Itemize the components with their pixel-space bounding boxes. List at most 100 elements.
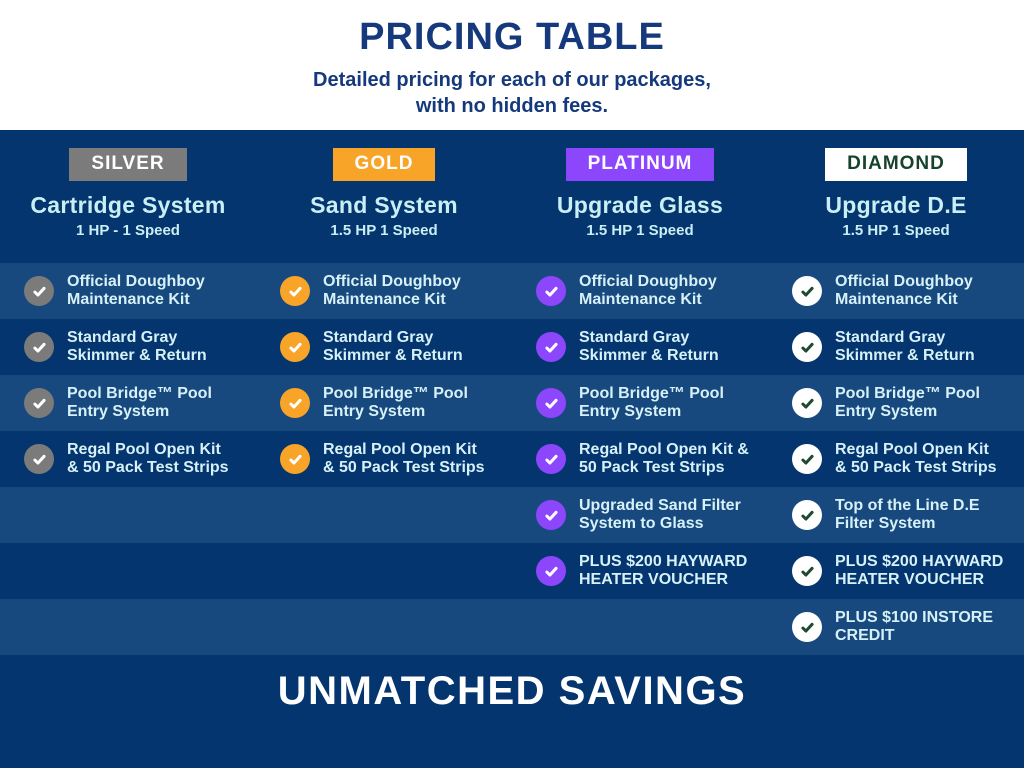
column-title: Upgrade D.E <box>825 191 967 218</box>
empty-cell <box>0 487 256 543</box>
platinum-badge: PLATINUM <box>565 148 715 181</box>
feature-text: Standard Gray Skimmer & Return <box>67 328 207 364</box>
feature-cell: Official Doughboy Maintenance Kit <box>256 263 512 319</box>
feature-text: Standard Gray Skimmer & Return <box>835 328 975 364</box>
check-icon <box>536 388 566 418</box>
feature-cell: Pool Bridge™ Pool Entry System <box>512 375 768 431</box>
column-header-platinum: PLATINUM Upgrade Glass 1.5 HP 1 Speed <box>512 130 768 263</box>
check-icon <box>792 556 822 586</box>
column-spec: 1.5 HP 1 Speed <box>586 221 694 239</box>
diamond-badge: DIAMOND <box>825 148 967 181</box>
check-icon <box>24 276 54 306</box>
feature-text: Pool Bridge™ Pool Entry System <box>323 384 468 420</box>
feature-text: Regal Pool Open Kit & 50 Pack Test Strip… <box>579 440 749 476</box>
feature-text: Standard Gray Skimmer & Return <box>579 328 719 364</box>
check-icon <box>24 332 54 362</box>
feature-cell: Upgraded Sand Filter System to Glass <box>512 487 768 543</box>
feature-row-6: PLUS $200 HAYWARD HEATER VOUCHER PLUS $2… <box>0 543 1024 599</box>
check-icon <box>792 500 822 530</box>
feature-cell: PLUS $100 INSTORE CREDIT <box>768 599 1024 655</box>
column-title: Sand System <box>310 191 458 218</box>
check-icon <box>280 276 310 306</box>
feature-text: Regal Pool Open Kit & 50 Pack Test Strip… <box>67 440 229 476</box>
check-icon <box>536 332 566 362</box>
feature-row-7: PLUS $100 INSTORE CREDIT <box>0 599 1024 655</box>
feature-cell: Regal Pool Open Kit & 50 Pack Test Strip… <box>0 431 256 487</box>
empty-cell <box>0 599 256 655</box>
feature-text: Official Doughboy Maintenance Kit <box>835 272 973 308</box>
check-icon <box>280 444 310 474</box>
check-icon <box>536 444 566 474</box>
column-header-silver: SILVER Cartridge System 1 HP - 1 Speed <box>0 130 256 263</box>
feature-text: Official Doughboy Maintenance Kit <box>323 272 461 308</box>
feature-row-1: Official Doughboy Maintenance Kit Offici… <box>0 263 1024 319</box>
feature-row-3: Pool Bridge™ Pool Entry System Pool Brid… <box>0 375 1024 431</box>
feature-cell: Official Doughboy Maintenance Kit <box>0 263 256 319</box>
feature-row-4: Regal Pool Open Kit & 50 Pack Test Strip… <box>0 431 1024 487</box>
column-spec: 1 HP - 1 Speed <box>76 221 180 239</box>
feature-cell: Pool Bridge™ Pool Entry System <box>768 375 1024 431</box>
column-header-diamond: DIAMOND Upgrade D.E 1.5 HP 1 Speed <box>768 130 1024 263</box>
column-header-row: SILVER Cartridge System 1 HP - 1 Speed G… <box>0 130 1024 263</box>
footer-banner-text: UNMATCHED SAVINGS <box>277 669 747 713</box>
empty-cell <box>256 543 512 599</box>
feature-text: Top of the Line D.E Filter System <box>835 496 980 532</box>
feature-cell: Pool Bridge™ Pool Entry System <box>256 375 512 431</box>
feature-text: Regal Pool Open Kit & 50 Pack Test Strip… <box>835 440 997 476</box>
page-header: PRICING TABLE Detailed pricing for each … <box>0 0 1024 130</box>
empty-cell <box>256 487 512 543</box>
feature-cell: Regal Pool Open Kit & 50 Pack Test Strip… <box>512 431 768 487</box>
feature-text: Official Doughboy Maintenance Kit <box>67 272 205 308</box>
feature-text: PLUS $200 HAYWARD HEATER VOUCHER <box>579 552 748 588</box>
feature-row-2: Standard Gray Skimmer & Return Standard … <box>0 319 1024 375</box>
feature-cell: PLUS $200 HAYWARD HEATER VOUCHER <box>512 543 768 599</box>
check-icon <box>536 500 566 530</box>
feature-text: PLUS $200 HAYWARD HEATER VOUCHER <box>835 552 1004 588</box>
feature-cell: Top of the Line D.E Filter System <box>768 487 1024 543</box>
feature-text: Upgraded Sand Filter System to Glass <box>579 496 741 532</box>
feature-cell: Official Doughboy Maintenance Kit <box>512 263 768 319</box>
column-title: Upgrade Glass <box>556 191 724 218</box>
feature-cell: PLUS $200 HAYWARD HEATER VOUCHER <box>768 543 1024 599</box>
feature-text: Regal Pool Open Kit & 50 Pack Test Strip… <box>323 440 485 476</box>
check-icon <box>24 444 54 474</box>
feature-cell: Regal Pool Open Kit & 50 Pack Test Strip… <box>768 431 1024 487</box>
empty-cell <box>256 599 512 655</box>
column-spec: 1.5 HP 1 Speed <box>330 221 438 239</box>
silver-badge: SILVER <box>69 148 187 181</box>
check-icon <box>536 556 566 586</box>
feature-cell: Standard Gray Skimmer & Return <box>768 319 1024 375</box>
page-subtitle: Detailed pricing for each of our package… <box>313 69 711 117</box>
check-icon <box>792 332 822 362</box>
pricing-panel: SILVER Cartridge System 1 HP - 1 Speed G… <box>0 130 1024 768</box>
column-spec: 1.5 HP 1 Speed <box>842 221 950 239</box>
feature-cell: Standard Gray Skimmer & Return <box>256 319 512 375</box>
feature-text: Pool Bridge™ Pool Entry System <box>579 384 724 420</box>
check-icon <box>536 276 566 306</box>
feature-row-5: Upgraded Sand Filter System to Glass Top… <box>0 487 1024 543</box>
column-header-gold: GOLD Sand System 1.5 HP 1 Speed <box>256 130 512 263</box>
check-icon <box>24 388 54 418</box>
feature-text: Official Doughboy Maintenance Kit <box>579 272 717 308</box>
empty-cell <box>512 599 768 655</box>
check-icon <box>792 612 822 642</box>
feature-cell: Standard Gray Skimmer & Return <box>512 319 768 375</box>
feature-cell: Regal Pool Open Kit & 50 Pack Test Strip… <box>256 431 512 487</box>
feature-cell: Standard Gray Skimmer & Return <box>0 319 256 375</box>
check-icon <box>792 444 822 474</box>
gold-badge: GOLD <box>332 148 436 181</box>
check-icon <box>792 276 822 306</box>
feature-cell: Pool Bridge™ Pool Entry System <box>0 375 256 431</box>
check-icon <box>280 332 310 362</box>
check-icon <box>792 388 822 418</box>
footer-banner: UNMATCHED SAVINGS <box>0 655 1024 768</box>
column-title: Cartridge System <box>30 191 226 218</box>
feature-text: Pool Bridge™ Pool Entry System <box>67 384 212 420</box>
feature-text: PLUS $100 INSTORE CREDIT <box>835 608 993 644</box>
feature-text: Standard Gray Skimmer & Return <box>323 328 463 364</box>
page-title: PRICING TABLE <box>359 16 665 58</box>
feature-text: Pool Bridge™ Pool Entry System <box>835 384 980 420</box>
empty-cell <box>0 543 256 599</box>
check-icon <box>280 388 310 418</box>
